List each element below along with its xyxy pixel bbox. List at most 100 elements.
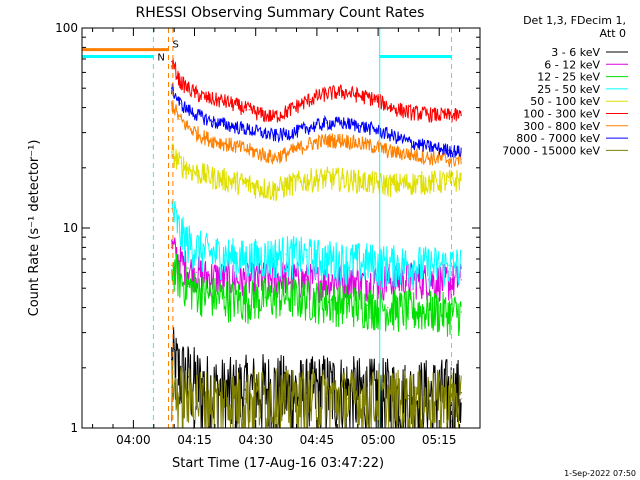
series-point — [187, 126, 189, 128]
series-point — [391, 183, 393, 186]
series-point — [195, 395, 197, 397]
series-point — [297, 130, 299, 132]
series-4 — [171, 143, 462, 202]
series-point — [297, 147, 299, 149]
series-point — [305, 398, 307, 400]
series-point — [203, 174, 205, 176]
series-point — [203, 136, 205, 138]
series-point — [260, 132, 262, 134]
series-point — [244, 389, 246, 391]
series-point — [224, 142, 226, 144]
series-point — [187, 285, 189, 288]
series-point — [260, 186, 262, 188]
series-point — [195, 132, 197, 134]
x-tick-label: 04:30 — [238, 433, 273, 447]
series-point — [244, 258, 246, 260]
series-3 — [171, 200, 462, 290]
series-point — [285, 276, 287, 278]
series-point — [366, 398, 369, 400]
series-point — [171, 151, 173, 153]
series-line — [171, 82, 462, 158]
series-line — [171, 101, 462, 168]
series-point — [171, 87, 173, 89]
series-point — [407, 182, 409, 184]
series-point — [273, 189, 275, 191]
series-line — [171, 200, 462, 290]
series-point — [224, 100, 226, 102]
series-point — [309, 142, 311, 144]
series-point — [407, 395, 409, 397]
series-point — [428, 264, 430, 266]
series-point — [224, 398, 226, 400]
series-point — [448, 311, 450, 313]
series-point — [187, 376, 189, 378]
series-point — [460, 392, 462, 394]
series-point — [407, 141, 409, 143]
series-point — [358, 142, 360, 144]
series-point — [211, 98, 214, 100]
generation-timestamp: 1-Sep-2022 07:50 — [564, 469, 636, 478]
series-point — [346, 260, 348, 263]
series-point — [407, 398, 409, 400]
series-point — [428, 113, 430, 115]
legend-entry-label: 25 - 50 keV — [537, 83, 600, 96]
series-point — [211, 121, 214, 123]
series-point — [326, 122, 328, 124]
series-point — [366, 280, 369, 283]
series-point — [448, 398, 450, 400]
series-point — [187, 109, 189, 111]
series-5 — [171, 57, 462, 123]
series-line — [171, 143, 462, 202]
series-point — [171, 386, 173, 388]
series-point — [179, 277, 181, 279]
series-point — [273, 116, 275, 118]
series-point — [203, 293, 205, 295]
series-point — [448, 264, 450, 266]
series-point — [375, 129, 377, 131]
series-point — [179, 163, 181, 165]
series-point — [236, 104, 238, 106]
series-point — [428, 309, 430, 311]
series-point — [460, 158, 462, 161]
series-point — [264, 395, 267, 397]
x-tick-label: 04:15 — [177, 433, 212, 447]
x-axis-label: Start Time (17-Aug-16 03:47:22) — [172, 456, 384, 471]
series-point — [260, 113, 262, 115]
series-point — [195, 271, 197, 273]
series-point — [391, 107, 393, 109]
series-point — [460, 178, 462, 180]
series-point — [179, 231, 181, 234]
series-point — [375, 98, 377, 100]
series-point — [248, 109, 250, 111]
series-point — [387, 307, 389, 309]
series-point — [375, 182, 377, 184]
series-point — [179, 80, 181, 83]
x-tick-label: 05:15 — [422, 433, 457, 447]
series-point — [309, 126, 311, 128]
series-point — [448, 180, 450, 182]
series-point — [326, 300, 328, 302]
legend-entry-label: 50 - 100 keV — [530, 95, 600, 108]
series-point — [297, 104, 299, 106]
series-point — [187, 267, 189, 269]
legend-entry-label: 7000 - 15000 keV — [502, 144, 600, 157]
series-point — [358, 180, 360, 182]
series-point — [203, 274, 205, 276]
series-point — [342, 122, 344, 124]
series-point — [244, 279, 246, 281]
series-point — [285, 294, 287, 296]
series-point — [224, 277, 226, 279]
series-line — [171, 253, 462, 337]
orbit-flag-markers: NS — [82, 28, 452, 428]
y-tick-label: 1 — [70, 421, 78, 435]
series-point — [342, 178, 344, 180]
series-point — [248, 183, 250, 186]
series-point — [260, 153, 262, 155]
series-point — [171, 264, 173, 266]
series-point — [326, 395, 328, 397]
legend-header-line-2: Att 0 — [600, 27, 626, 40]
series-point — [248, 149, 250, 151]
series-point — [203, 96, 205, 98]
series-point — [273, 134, 275, 137]
series-point — [179, 118, 181, 120]
